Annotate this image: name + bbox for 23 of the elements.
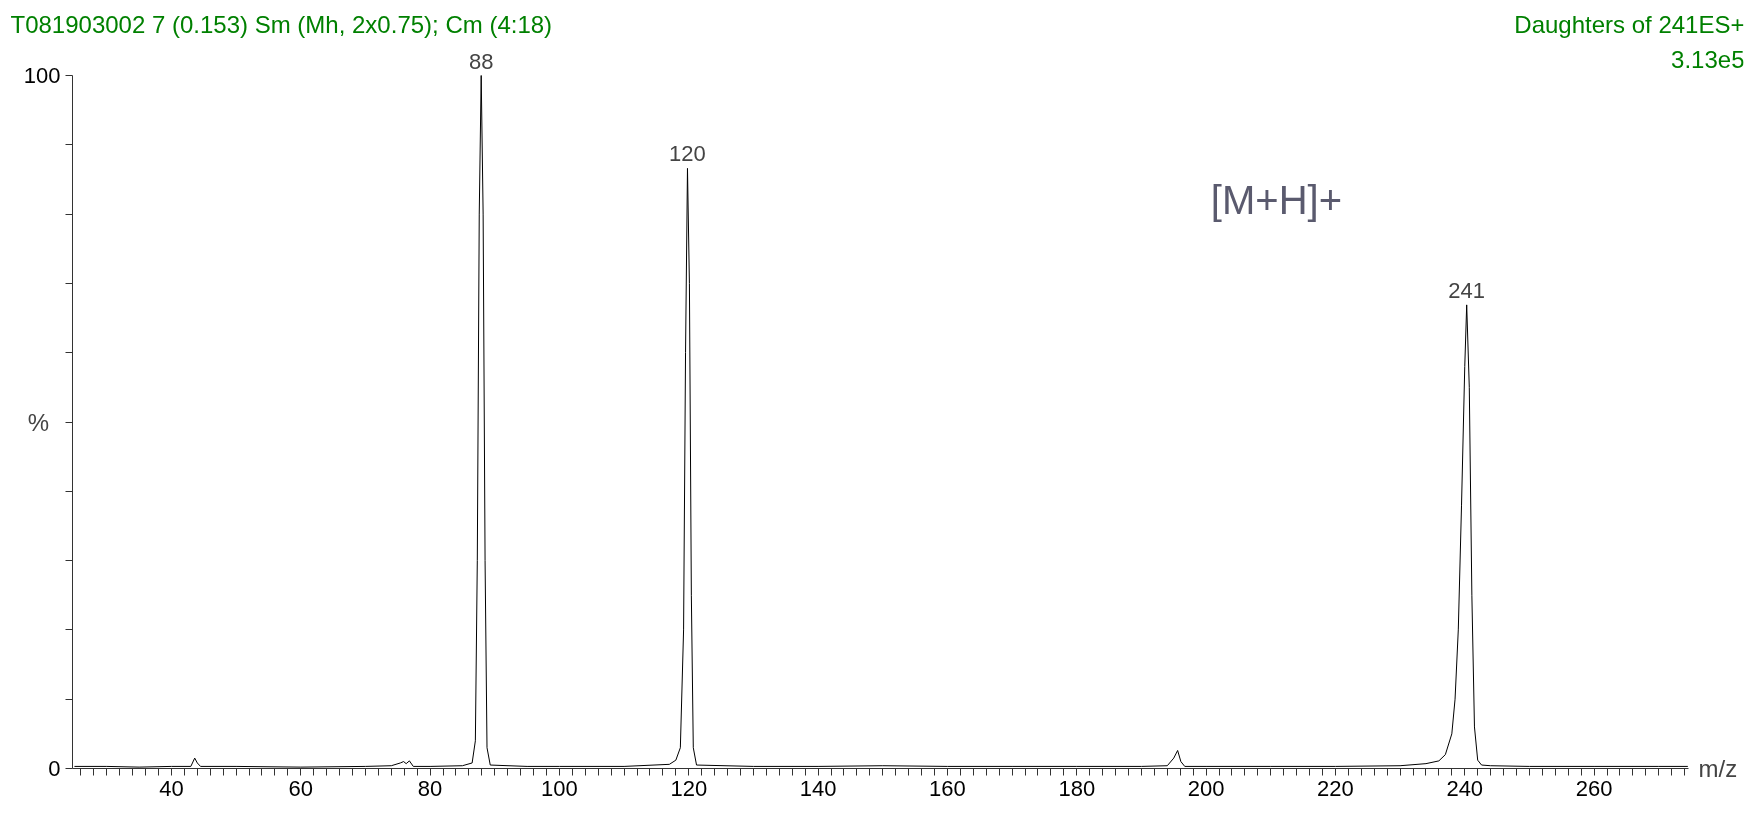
x-tick-label: 80 — [417, 775, 443, 801]
text: Daughters of 241ES+ — [1514, 10, 1745, 38]
x-tick-label: 240 — [1446, 775, 1484, 801]
x-tick-label: 60 — [288, 775, 314, 801]
x-axis-title: m/z — [1698, 755, 1738, 782]
x-tick-label: 220 — [1317, 775, 1354, 801]
annotation: [M+H]+ — [1210, 178, 1342, 223]
y-axis-title: % — [27, 408, 50, 436]
annotation: 241 — [1448, 277, 1486, 303]
x-tick-label: 140 — [799, 775, 837, 801]
x-tick-label: 260 — [1575, 775, 1613, 801]
x-tick-label: 160 — [929, 775, 966, 801]
x-tick-label: 100 — [541, 775, 578, 801]
annotation: 120 — [669, 141, 706, 167]
x-tick-label: 200 — [1187, 775, 1225, 801]
x-tick-label: 120 — [670, 775, 708, 801]
chart-title: T081903002 7 (0.153) Sm (Mh, 2x0.75); Cm (4:18) — [10, 10, 553, 38]
text: 3.13e5 — [1671, 45, 1745, 73]
x-tick-label: 40 — [159, 775, 184, 801]
y-tick-label: 0 — [48, 756, 61, 781]
line-series — [73, 75, 1689, 768]
annotation: 88 — [468, 48, 494, 74]
x-tick-label: 180 — [1058, 775, 1096, 801]
